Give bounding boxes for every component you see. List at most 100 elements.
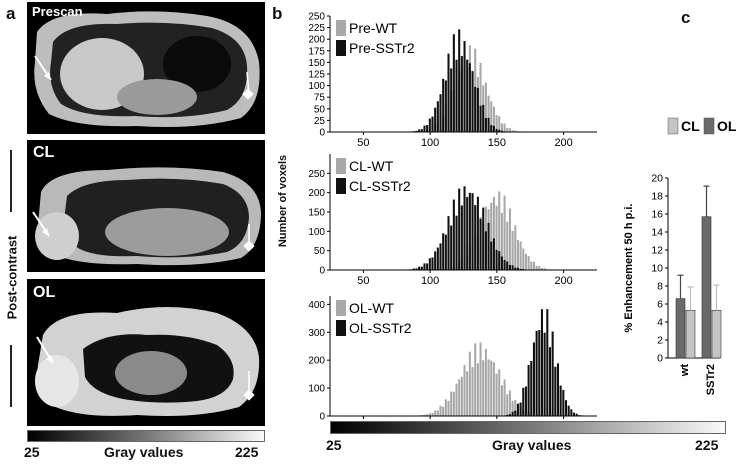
hist-bar-wt — [514, 225, 517, 270]
hist-bar-sstr2 — [498, 129, 501, 132]
hist-bar-sstr2 — [415, 130, 418, 132]
colorbar-b-label: Gray values — [492, 437, 572, 453]
legend-label: CL-SSTr2 — [349, 178, 411, 194]
hist-bar-wt — [527, 256, 530, 270]
hist-y-tick-label: 200 — [308, 188, 325, 199]
hist-bar-sstr2 — [442, 233, 445, 270]
hist-bar-sstr2 — [511, 411, 514, 416]
hist-bar-wt — [524, 253, 527, 270]
hist-bar-sstr2 — [418, 266, 421, 270]
hist-bar-wt — [490, 101, 493, 132]
hist-bar-sstr2 — [548, 347, 552, 416]
hist-bar-wt — [519, 241, 522, 270]
hist-bar-sstr2 — [423, 125, 426, 132]
hist-y-tick-label: 50 — [314, 246, 326, 257]
hist-y-tick-label: 175 — [308, 46, 325, 57]
hist-bar-sstr2 — [554, 366, 557, 416]
hist-bar-sstr2 — [479, 105, 482, 132]
hist-bar-sstr2 — [522, 387, 525, 416]
hist-bar-wt — [463, 365, 466, 416]
bar-cl-sstr2 — [711, 309, 722, 359]
hist-bar-wt — [492, 196, 495, 270]
hist-y-tick-label: 125 — [308, 70, 325, 81]
hist-bar-sstr2 — [484, 117, 487, 132]
hist-bar-wt — [450, 391, 453, 416]
colorbar-b-max: 225 — [695, 437, 719, 453]
bar-legend-swatch — [703, 117, 715, 135]
legend-label: OL-SSTr2 — [349, 320, 412, 336]
legend-label: Pre-SSTr2 — [349, 40, 415, 56]
hist-bar-sstr2 — [458, 29, 461, 133]
hist-bar-wt — [471, 367, 474, 416]
legend-label: OL-WT — [349, 300, 395, 316]
hist-bar-wt — [436, 410, 439, 416]
hist-bar-wt — [498, 191, 501, 270]
hist-bar-wt — [516, 239, 519, 270]
mri-image-prescan: Prescan — [27, 2, 265, 134]
hist-y-tick-label: 200 — [308, 356, 325, 367]
hist-bar-sstr2 — [420, 129, 423, 132]
hist-bar-sstr2 — [492, 125, 495, 132]
hist-bar-wt — [479, 62, 482, 132]
hist-bar-sstr2 — [420, 266, 423, 270]
hist-bar-sstr2 — [535, 330, 538, 416]
hist-bar-sstr2 — [514, 267, 517, 270]
hist-y-tick-label: 0 — [319, 266, 325, 277]
hist-bar-wt — [468, 351, 471, 416]
hist-bar-sstr2 — [556, 363, 560, 416]
hist-bar-sstr2 — [412, 268, 415, 270]
hist-bar-sstr2 — [418, 129, 421, 132]
hist-bar-sstr2 — [415, 268, 418, 270]
hist-bar-sstr2 — [530, 360, 533, 416]
hist-bar-wt — [495, 114, 498, 132]
hist-bar-wt — [428, 413, 431, 416]
bar-legend-label: CL — [681, 118, 700, 134]
colorbar-b-min: 25 — [326, 437, 342, 453]
hist-bar-sstr2 — [452, 34, 455, 132]
hist-bar-wt — [426, 414, 429, 416]
hist-bar-wt — [508, 128, 511, 132]
hist-bar-sstr2 — [527, 364, 530, 416]
hist-bar-wt — [508, 208, 511, 270]
hist-bar-wt — [532, 262, 535, 270]
hist-bar-sstr2 — [471, 193, 474, 270]
hist-bar-sstr2 — [570, 409, 573, 416]
bar-category-label: SSTr2 — [705, 364, 717, 395]
hist-x-tick-label: 50 — [357, 275, 369, 287]
hist-bar-sstr2 — [460, 56, 463, 133]
hist-y-tick-label: 50 — [314, 104, 326, 115]
hist-bar-sstr2 — [551, 331, 554, 416]
bar-y-tick-label: 14 — [651, 227, 663, 239]
hist-bar-wt — [487, 95, 490, 132]
hist-bar-sstr2 — [474, 86, 477, 132]
hist-bar-sstr2 — [519, 268, 522, 270]
colorbar-a-max: 225 — [235, 444, 259, 460]
hist-bar-sstr2 — [562, 389, 565, 416]
hist-bar-sstr2 — [508, 264, 511, 270]
hist-bar-wt — [492, 106, 495, 132]
bar-y-tick-label: 0 — [657, 353, 663, 365]
hist-bar-sstr2 — [434, 251, 437, 270]
hist-bar-sstr2 — [444, 234, 447, 270]
bar-legend-label: OL — [717, 118, 737, 134]
hist-bar-sstr2 — [575, 413, 578, 416]
hist-bar-wt — [503, 195, 506, 270]
hist-bar-sstr2 — [492, 238, 495, 270]
hist-bar-sstr2 — [426, 263, 429, 270]
legend-label: Pre-WT — [349, 20, 398, 36]
hist-bar-wt — [490, 202, 493, 270]
hist-bar-wt — [466, 371, 469, 416]
hist-bar-sstr2 — [455, 215, 458, 270]
mri-label-ol: OL — [33, 284, 56, 301]
hist-bar-wt — [530, 261, 533, 270]
hist-bar-sstr2 — [503, 259, 506, 270]
hist-bar-sstr2 — [479, 218, 482, 270]
hist-x-tick-label: 100 — [421, 137, 439, 149]
colorbar-a-label: Gray values — [104, 444, 184, 460]
hist-bar-sstr2 — [431, 116, 434, 132]
hist-bar-sstr2 — [543, 332, 546, 416]
hist-bar-wt — [495, 373, 498, 416]
bar-cl-wt — [685, 309, 696, 359]
